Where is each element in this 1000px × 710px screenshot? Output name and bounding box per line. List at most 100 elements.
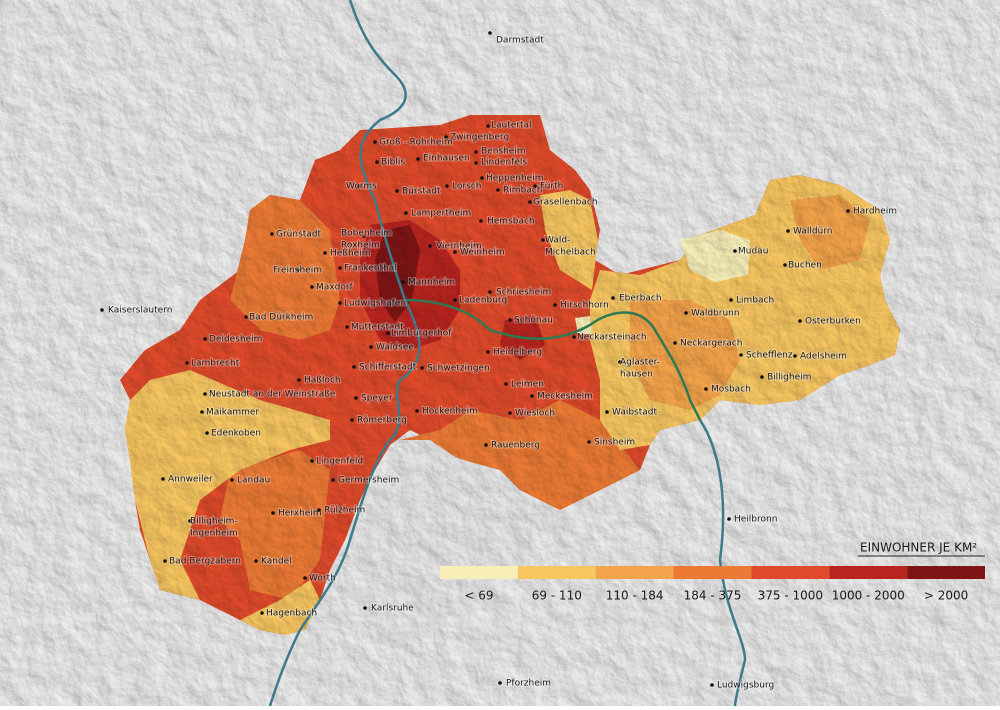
place-dot [486,124,490,128]
place-label: Schefflenz [746,351,793,361]
place-dot [185,361,189,365]
place-label: Hemsbach [487,217,535,227]
place-dot [733,249,737,253]
place-label: Wald- [545,236,570,246]
place-label: Ladenburg [459,296,507,306]
legend-swatch [517,566,596,579]
place-dot [203,392,207,396]
place-dot [420,366,424,370]
place-dot [739,353,743,357]
place-dot [444,135,448,139]
place-label: Lindenfels [481,158,527,168]
place-dot [404,211,408,215]
place-label: Schriesheim [496,288,551,298]
place-dot [310,459,314,463]
legend-swatch [595,566,674,579]
place-label: Zwingenberg [450,133,509,143]
place-dot [445,184,449,188]
place-dot [618,360,622,364]
place-label: Maikammer [206,408,259,418]
place-label: Hagenbach [266,609,317,619]
place-label: Hardheim [853,207,897,217]
place-dot [362,234,366,238]
place-label: Landau [237,476,270,486]
place-dot [354,396,358,400]
place-label: Rimbach [503,186,542,196]
place-label: Adelsheim [800,352,847,362]
place-dot [846,209,850,213]
place-label: Schönau [514,316,553,326]
place-dot [317,508,321,512]
place-label: Rülzheim [324,506,365,516]
rhine [268,0,421,707]
place-label: Ludwigshafen [344,299,406,309]
place-label: Grasellenbach [533,198,598,208]
place-label: Deidesheim [209,335,262,345]
place-label: Neustadt an der Weinstraße [209,390,336,400]
place-dot [395,189,399,193]
place-label: Mutterstadt [351,323,404,333]
place-label: Schwetzingen [427,364,490,374]
place-label: Weinheim [460,248,505,258]
place-dot [798,319,802,323]
place-label: Waldbrunn [691,309,740,319]
place-dot [453,298,457,302]
place-label: Mosbach [711,385,751,395]
place-dot [480,176,484,180]
legend: EINWOHNER JE KM² < 69 69 - 110 110 - 184 18… [440,541,985,603]
legend-label: 1000 - 2000 [832,589,905,603]
legend-swatch [440,566,518,579]
place-label: Waldsee [376,343,414,353]
legend-swatch [829,566,908,579]
place-dot [553,303,557,307]
place-label: Worms [346,182,377,192]
place-dot [508,411,512,415]
place-dot [331,478,335,482]
place-dot [254,559,258,563]
place-dot [401,280,405,284]
place-dot [611,296,615,300]
place-label: Heppenheim [486,174,543,184]
place-label: Lingenfeld [316,457,363,467]
place-label: Karlsruhe [371,604,414,614]
place-label: Bad Dürkheim [249,313,313,323]
place-label: Ingenheim [190,529,238,539]
place-dot [297,378,301,382]
legend-label: 69 - 110 [532,589,582,603]
place-dot [415,409,419,413]
place-label: Lorsch [452,182,481,192]
place-label: Römerberg [357,416,407,426]
place-dot [572,335,576,339]
place-dot [203,337,207,341]
place-dot [428,244,432,248]
place-dot [296,268,300,272]
legend-label: 184 - 375 [684,589,742,603]
place-dot [453,250,457,254]
legend-swatch [751,566,830,579]
legend-swatch [907,566,985,579]
place-label: Kandel [261,557,292,567]
place-dot [710,683,714,687]
place-dot [230,478,234,482]
place-dot [416,157,420,161]
place-dot [498,681,502,685]
legend-label: 110 - 184 [606,589,664,603]
place-label: Billigheim- [190,517,238,527]
place-label: Viernheim [436,242,482,252]
place-dot [369,345,373,349]
place-label: Rauenberg [491,441,540,451]
place-dot [605,410,609,414]
place-dot [496,188,500,192]
legend-label: 375 - 1000 [758,589,823,603]
place-label: Michelbach [545,248,596,258]
place-label: Sinsheim [594,438,635,448]
place-label: Meckesheim [537,392,593,402]
place-dot [479,219,483,223]
place-label: Pforzheim [506,679,551,689]
place-label: Roxheim [341,241,380,251]
place-dot [474,150,478,154]
place-label: Limburgerhof [391,329,452,339]
place-dot [587,440,591,444]
place-dot [352,365,356,369]
